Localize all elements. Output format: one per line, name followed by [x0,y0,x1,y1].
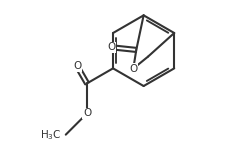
Text: O: O [83,108,91,118]
Text: O: O [73,61,81,71]
Text: O: O [129,64,138,74]
Text: H$_3$C: H$_3$C [41,128,62,142]
Text: O: O [108,42,116,52]
